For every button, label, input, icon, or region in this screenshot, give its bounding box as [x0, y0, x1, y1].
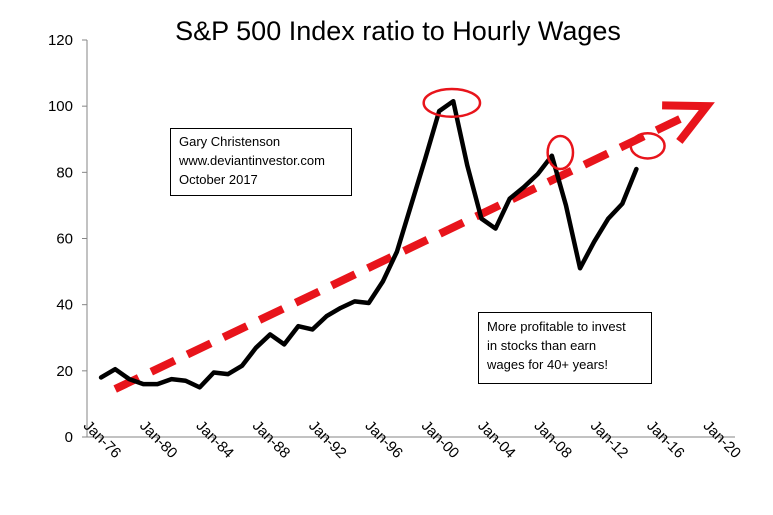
x-tick-label: Jan-76	[80, 417, 124, 461]
note-line-2: in stocks than earn	[487, 338, 597, 353]
series-line	[98, 98, 639, 390]
chart-title: S&P 500 Index ratio to Hourly Wages	[175, 16, 621, 46]
trend-arrow-head	[662, 101, 715, 144]
x-tick-label: Jan-80	[136, 417, 180, 461]
y-tick-label: 100	[48, 98, 73, 115]
x-tick-label: Jan-92	[305, 417, 349, 461]
trend-arrow-shaft	[113, 112, 689, 393]
x-tick-label: Jan-12	[587, 417, 631, 461]
x-tick-label: Jan-08	[531, 417, 575, 461]
x-tick-label: Jan-00	[418, 417, 462, 461]
note-line-1: More profitable to invest	[487, 319, 626, 334]
credit-line-website: www.deviantinvestor.com	[179, 153, 325, 168]
x-tick-label: Jan-16	[643, 417, 687, 461]
x-tick-label: Jan-04	[474, 417, 518, 461]
x-tick-label: Jan-84	[193, 417, 237, 461]
y-tick-label: 20	[56, 363, 73, 380]
highlight-circles	[422, 87, 666, 171]
note-line-3: wages for 40+ years!	[487, 357, 609, 372]
y-tick-label: 80	[56, 164, 73, 181]
highlight-circle	[629, 132, 666, 160]
credit-line-author: Gary Christenson	[179, 134, 281, 149]
series-line-path	[98, 98, 639, 390]
highlight-circle	[422, 87, 482, 119]
x-tick-label: Jan-20	[700, 417, 744, 461]
credit-box: Gary Christenson www.deviantinvestor.com…	[170, 128, 352, 196]
credit-line-date: October 2017	[179, 172, 258, 187]
y-tick-label: 120	[48, 32, 73, 49]
x-tick-label: Jan-96	[362, 417, 406, 461]
y-tick-label: 60	[56, 231, 73, 248]
highlight-circle	[546, 134, 575, 171]
y-tick-label: 0	[65, 429, 73, 446]
trend-arrow	[113, 101, 715, 393]
x-tick-label: Jan-88	[249, 417, 293, 461]
note-box: More profitable to invest in stocks than…	[478, 312, 652, 384]
y-tick-label: 40	[56, 297, 73, 314]
